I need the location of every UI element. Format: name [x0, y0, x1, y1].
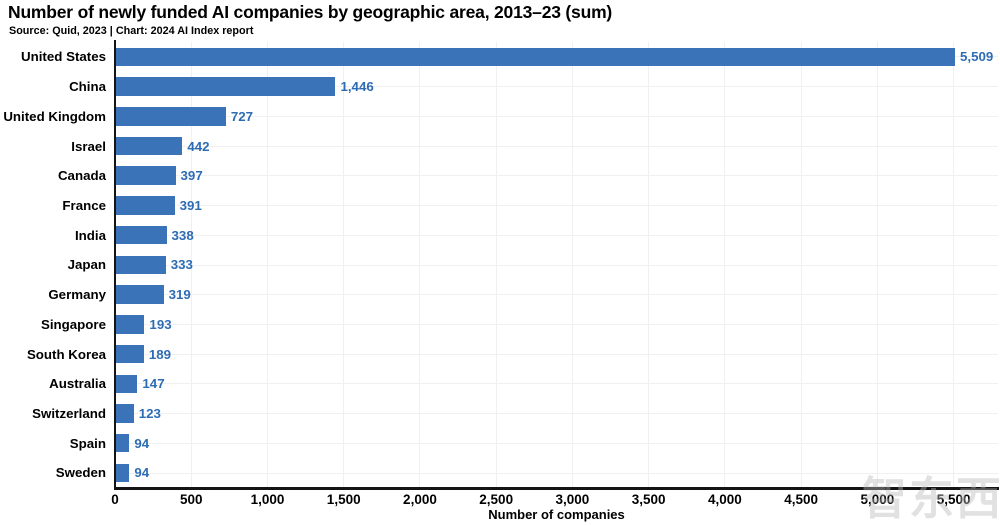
- bar-row: 391: [115, 191, 998, 221]
- category-label: India: [74, 227, 106, 243]
- value-label: 94: [134, 465, 150, 481]
- bar-row: 94: [115, 428, 998, 458]
- category-label: France: [62, 197, 106, 213]
- gridline-horizontal: [115, 234, 998, 236]
- value-label: 391: [179, 197, 202, 213]
- x-tick-label: 2,500: [479, 492, 514, 507]
- gridline-horizontal: [115, 442, 998, 444]
- category-label: Canada: [57, 168, 106, 184]
- category-label: United States: [21, 49, 106, 65]
- bar-row: 123: [115, 399, 998, 429]
- value-label: 1,446: [340, 79, 374, 95]
- x-tick-label: 2,000: [403, 492, 437, 507]
- category-label: Singapore: [40, 316, 106, 332]
- bar-row: 333: [115, 250, 998, 280]
- value-label: 727: [230, 108, 254, 124]
- x-tick-label: 4,500: [784, 492, 819, 507]
- bar: [115, 166, 176, 185]
- value-label: 189: [148, 346, 171, 362]
- value-label: 338: [171, 227, 194, 243]
- gridline-horizontal: [115, 413, 998, 415]
- bar-row: 319: [115, 280, 998, 310]
- bar: [115, 136, 183, 156]
- bar-row: 397: [115, 161, 998, 191]
- category-label: Germany: [48, 287, 106, 303]
- bar: [115, 285, 164, 304]
- chart-title: Number of newly funded AI companies by g…: [8, 2, 613, 22]
- gridline-horizontal: [115, 472, 998, 474]
- bar: [115, 344, 144, 364]
- category-label: Israel: [71, 138, 106, 154]
- bar: [115, 255, 166, 275]
- bar: [115, 463, 130, 483]
- value-label: 442: [187, 138, 210, 154]
- value-label: 333: [170, 257, 193, 273]
- gridline-horizontal: [115, 264, 998, 266]
- value-label: 319: [168, 287, 191, 303]
- bar: [115, 77, 336, 96]
- category-label: China: [69, 79, 106, 95]
- value-label: 193: [149, 316, 172, 332]
- category-label: Spain: [69, 435, 106, 451]
- gridline-horizontal: [115, 145, 998, 147]
- x-axis-line: [113, 487, 999, 490]
- bar: [115, 315, 145, 334]
- value-label: 397: [180, 168, 203, 184]
- x-tick-label: 500: [179, 492, 203, 507]
- gridline-horizontal: [115, 86, 998, 88]
- bar-row: 147: [115, 369, 998, 399]
- bar: [115, 47, 955, 67]
- category-axis-labels: United States China United Kingdom Israel Ca…: [0, 42, 110, 488]
- x-axis-title: Number of companies: [488, 507, 625, 522]
- bar-row: 189: [115, 339, 998, 369]
- chart-subtitle: Source: Quid, 2023 | Chart: 2024 AI Inde…: [9, 25, 254, 37]
- bar-row: 442: [115, 131, 998, 161]
- bar: [115, 107, 226, 126]
- gridline-horizontal: [115, 294, 998, 296]
- bar: [115, 196, 175, 215]
- bar: [115, 374, 138, 394]
- gridline-horizontal: [115, 323, 998, 325]
- gridline-horizontal: [115, 205, 998, 207]
- x-tick-label: 1,000: [250, 492, 285, 507]
- category-label: United Kingdom: [3, 108, 106, 124]
- bar-row: 727: [115, 101, 998, 131]
- category-label: Australia: [49, 376, 106, 392]
- x-tick-label: 5,500: [936, 492, 971, 507]
- gridline-horizontal: [115, 115, 998, 117]
- bar-row: 338: [115, 220, 998, 250]
- bar-row: 5,509: [115, 42, 998, 72]
- x-tick-label: 4,000: [708, 492, 742, 507]
- bar-row: 1,446: [115, 72, 998, 102]
- x-tick-label: 1,500: [326, 492, 361, 507]
- y-axis-line: [113, 40, 116, 489]
- x-tick-label: 3,000: [555, 492, 590, 507]
- x-tick-label: 3,500: [631, 492, 666, 507]
- value-label: 5,509: [960, 49, 994, 65]
- value-label: 94: [134, 435, 150, 451]
- bar: [115, 404, 134, 423]
- plot-area: 5,509 1,446 727 442 397 391 338 333 319 193 189 147…: [115, 42, 998, 488]
- bar: [115, 225, 167, 245]
- x-tick-label: 5,000: [860, 492, 895, 507]
- gridline-horizontal: [115, 383, 998, 385]
- value-label: 147: [142, 376, 165, 392]
- category-label: Switzerland: [32, 405, 106, 421]
- bar: [115, 433, 130, 453]
- category-label: South Korea: [26, 346, 106, 362]
- value-label: 123: [138, 405, 161, 421]
- bar-rows: 5,509 1,446 727 442 397 391 338 333 319 193 189 147…: [115, 42, 998, 488]
- category-label: Sweden: [55, 465, 106, 481]
- category-label: Japan: [67, 257, 106, 273]
- bar-row: 94: [115, 458, 998, 488]
- x-tick-label: 0: [111, 492, 119, 507]
- gridline-horizontal: [115, 175, 998, 177]
- bar-row: 193: [115, 309, 998, 339]
- gridline-horizontal: [115, 353, 998, 355]
